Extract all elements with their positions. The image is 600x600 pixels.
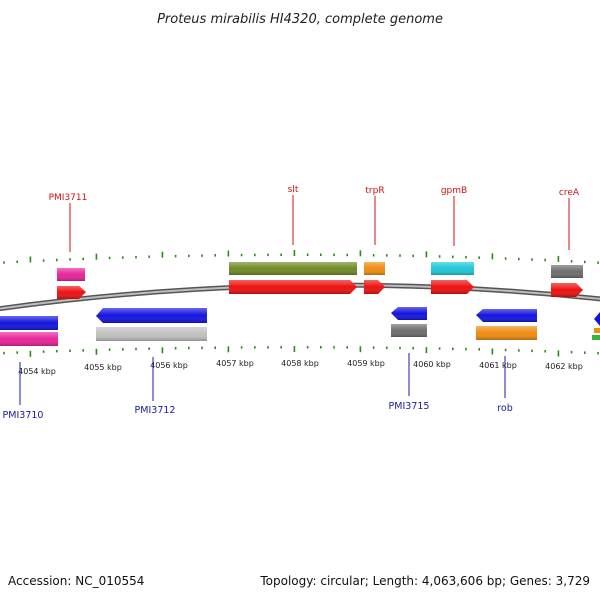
accession-text: Accession: NC_010554	[8, 574, 144, 588]
kbp-label: 4054 kbp	[18, 367, 56, 376]
gene-edge-feature	[594, 328, 600, 333]
gene-label-pmi3711[interactable]: PMI3711	[49, 193, 88, 203]
bottom-gene-labels: PMI3710 PMI3712 PMI3715 rob	[3, 353, 513, 421]
gene-edge-arrow	[594, 312, 600, 326]
gene-label-trpr[interactable]: trpR	[365, 186, 384, 196]
lower-feature-track	[0, 324, 600, 346]
gene-edge-feature-2	[592, 335, 600, 340]
map-title: Proteus mirabilis HI4320, complete genom…	[157, 12, 443, 27]
kbp-label: 4060 kbp	[413, 360, 451, 369]
gene-label-rob[interactable]: rob	[497, 403, 513, 414]
gene-label-pmi3715[interactable]: PMI3715	[389, 401, 430, 412]
genome-summary-text: Topology: circular; Length: 4,063,606 bp…	[259, 574, 590, 588]
reverse-strand-track	[0, 307, 600, 330]
kbp-label: 4061 kbp	[479, 361, 517, 370]
inner-tick-row	[3, 346, 599, 357]
kbp-label: 4057 kbp	[216, 359, 254, 368]
gene-label-crea[interactable]: creA	[559, 188, 580, 198]
kbp-label: 4062 kbp	[545, 362, 583, 371]
kbp-label: 4056 kbp	[150, 361, 188, 370]
top-gene-labels: PMI3711 slt trpR gpmB creA	[49, 185, 580, 252]
kbp-axis-labels: 4054 kbp 4055 kbp 4056 kbp 4057 kbp 4058…	[18, 359, 583, 376]
gene-label-gpmb[interactable]: gpmB	[441, 186, 467, 196]
gene-label-slt[interactable]: slt	[288, 185, 299, 195]
kbp-label: 4058 kbp	[281, 359, 319, 368]
upper-feature-track	[57, 262, 583, 281]
forward-strand-track	[57, 280, 583, 299]
kbp-label: 4055 kbp	[84, 363, 122, 372]
gene-label-pmi3710[interactable]: PMI3710	[3, 410, 44, 421]
gene-label-pmi3712[interactable]: PMI3712	[135, 405, 176, 416]
outer-tick-row	[3, 250, 599, 264]
kbp-label: 4059 kbp	[347, 359, 385, 368]
